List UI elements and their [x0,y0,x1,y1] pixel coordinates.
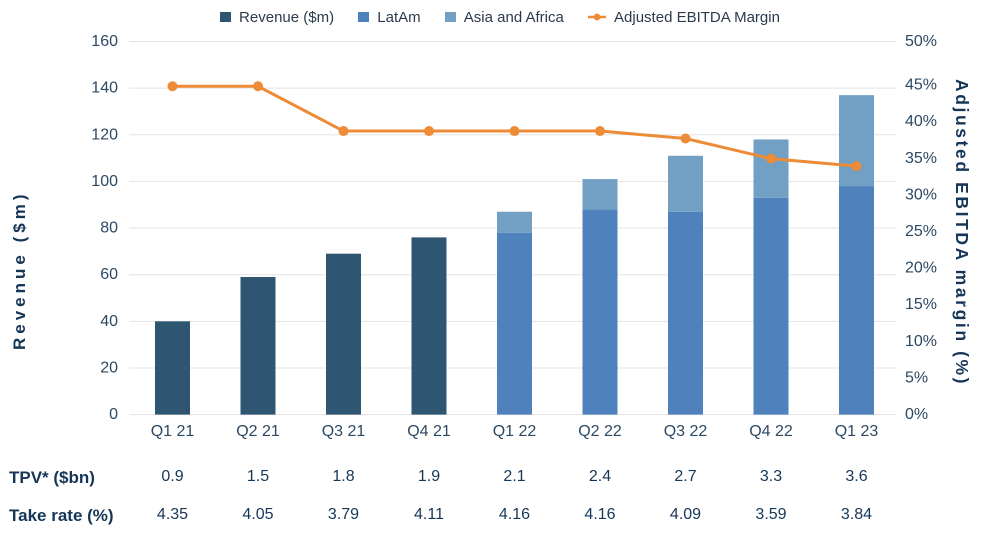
svg-text:0: 0 [109,406,118,423]
svg-text:25%: 25% [905,223,937,240]
svg-text:10%: 10% [905,333,937,350]
svg-text:20: 20 [100,360,118,377]
svg-text:5%: 5% [905,369,928,386]
svg-text:Q1 22: Q1 22 [493,423,537,440]
svg-text:35%: 35% [905,150,937,167]
svg-text:Q2 22: Q2 22 [578,423,622,440]
svg-text:30%: 30% [905,186,937,203]
svg-text:160: 160 [91,33,118,50]
svg-text:40%: 40% [905,113,937,130]
svg-text:Q1 23: Q1 23 [835,423,879,440]
svg-text:140: 140 [91,80,118,97]
svg-text:Q4 21: Q4 21 [407,423,451,440]
svg-text:45%: 45% [905,77,937,94]
svg-text:50%: 50% [905,33,937,50]
svg-text:0%: 0% [905,406,928,423]
svg-text:120: 120 [91,126,118,143]
svg-text:Q4 22: Q4 22 [749,423,793,440]
svg-text:100: 100 [91,173,118,190]
svg-text:Q2 21: Q2 21 [236,423,280,440]
svg-text:Q3 21: Q3 21 [322,423,366,440]
svg-text:20%: 20% [905,260,937,277]
svg-text:80: 80 [100,220,118,237]
svg-text:60: 60 [100,266,118,283]
svg-text:15%: 15% [905,296,937,313]
svg-text:40: 40 [100,313,118,330]
svg-text:Q3 22: Q3 22 [664,423,708,440]
svg-text:Q1 21: Q1 21 [151,423,195,440]
